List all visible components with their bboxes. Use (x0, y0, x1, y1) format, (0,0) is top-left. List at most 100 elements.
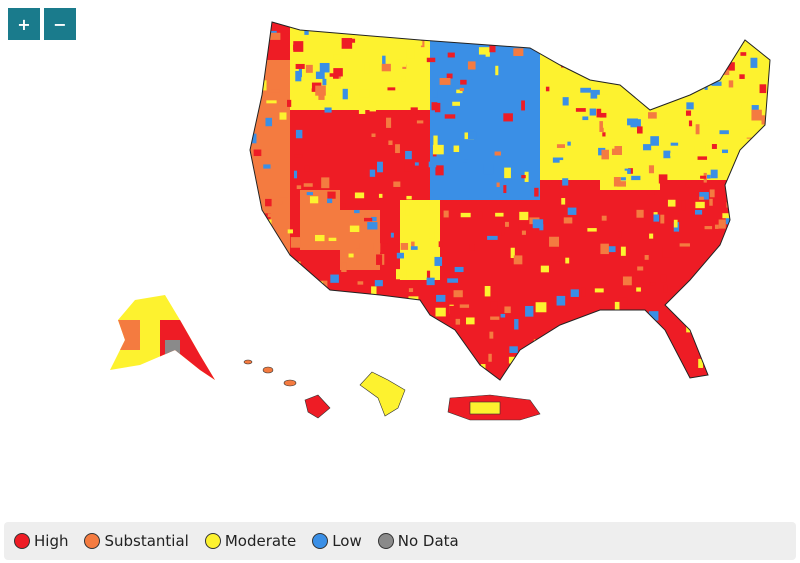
map-region (341, 333, 348, 342)
map-region (601, 354, 607, 364)
map-region (602, 132, 606, 137)
map-region (303, 183, 313, 187)
map-region (450, 346, 460, 357)
map-region (280, 23, 290, 34)
map-region (648, 165, 655, 174)
map-region (452, 101, 460, 106)
zoom-out-button[interactable]: − (44, 8, 76, 40)
map-region (718, 219, 726, 229)
map-region (265, 117, 273, 127)
map-region (432, 363, 443, 368)
map-region (386, 117, 392, 128)
map-region (636, 67, 642, 77)
map-region (321, 177, 330, 189)
map-region (534, 187, 539, 197)
map-region (765, 257, 770, 266)
map-region (305, 64, 313, 73)
map-region (382, 55, 386, 65)
map-region (251, 192, 258, 201)
map-region (595, 350, 600, 356)
map-region (513, 255, 523, 265)
map-region (369, 169, 376, 177)
map-region (410, 43, 414, 50)
map-region (309, 196, 319, 204)
map-region (374, 280, 383, 287)
map-region (490, 316, 500, 320)
map-region (707, 174, 711, 179)
map-region (298, 68, 302, 78)
map-region (293, 170, 298, 179)
map-region (322, 78, 327, 86)
map-region (597, 94, 609, 101)
map-region (617, 170, 628, 177)
map-region (694, 209, 703, 215)
map-region (371, 133, 376, 137)
map-region (627, 118, 638, 126)
map-region (518, 222, 528, 231)
map-region (658, 174, 668, 184)
map-region (396, 269, 407, 280)
map-region (700, 175, 707, 179)
map-region (315, 71, 325, 79)
map-region (514, 379, 521, 380)
map-region (356, 296, 366, 304)
map-region (751, 105, 759, 113)
map-region (466, 317, 475, 325)
map-region (525, 305, 534, 317)
map-region (620, 177, 626, 181)
map-region (347, 338, 356, 344)
map-region (434, 256, 443, 266)
map-region (507, 30, 515, 40)
map-region (517, 32, 524, 38)
map-region (653, 214, 660, 222)
legend-swatch (312, 533, 329, 549)
map-region (333, 343, 341, 351)
map-region (426, 57, 436, 63)
map-region (611, 146, 622, 155)
map-region (761, 33, 770, 43)
map-region (416, 120, 424, 124)
map-region (510, 247, 515, 259)
map-region (617, 181, 626, 187)
map-region (369, 22, 378, 28)
map-region (587, 228, 597, 232)
map-region (685, 49, 689, 55)
map-region (761, 115, 765, 125)
map-region (393, 181, 401, 187)
map-region (442, 155, 450, 159)
map-region (713, 261, 720, 271)
map-region (495, 65, 499, 76)
map-region (567, 207, 577, 215)
map-region (735, 294, 742, 303)
map-region (494, 151, 501, 156)
zoom-in-button[interactable]: + (8, 8, 40, 40)
map-region (358, 108, 366, 114)
map-region (552, 157, 564, 163)
map-region (435, 165, 444, 176)
map-region (572, 327, 583, 333)
map-region (579, 31, 584, 40)
map-region (511, 364, 517, 370)
map-region (287, 99, 292, 107)
map-region (359, 89, 370, 98)
map-region (489, 331, 494, 339)
map-region (290, 237, 301, 248)
map-region (278, 197, 289, 206)
map-region (686, 312, 696, 324)
map-region (538, 28, 544, 35)
map-region (487, 235, 498, 240)
map-region (397, 301, 407, 305)
map-region (366, 300, 376, 306)
map-region (694, 145, 706, 156)
map-region (365, 114, 375, 119)
map-region (642, 374, 650, 380)
map-region (711, 144, 717, 149)
map-region (265, 198, 272, 207)
map-region (243, 359, 253, 365)
map-region (335, 22, 344, 25)
map-region (487, 22, 495, 28)
map-region (601, 149, 609, 160)
map-region (674, 59, 681, 64)
map-region (711, 81, 722, 86)
map-region (426, 270, 431, 281)
